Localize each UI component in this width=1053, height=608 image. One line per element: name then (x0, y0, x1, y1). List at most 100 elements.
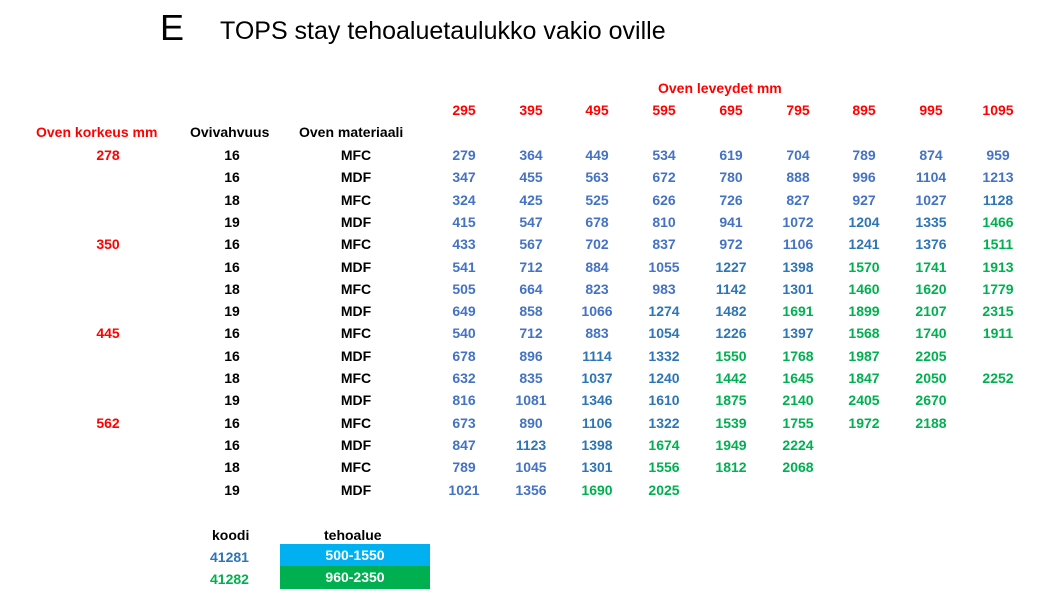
material-cell: MFC (340, 192, 372, 208)
capacity-cell: 883 (585, 325, 609, 341)
material-cell: MDF (340, 392, 372, 408)
thickness-cell: 18 (224, 192, 240, 208)
material-cell: MDF (340, 303, 372, 319)
material-cell: MFC (340, 236, 372, 252)
capacity-cell: 1322 (648, 415, 680, 431)
capacity-cell: 858 (519, 303, 543, 319)
capacity-cell: 712 (519, 325, 543, 341)
material-cell: MFC (340, 370, 372, 386)
thickness-cell: 19 (224, 303, 240, 319)
thickness-cell: 16 (224, 415, 240, 431)
capacity-cell: 2107 (915, 303, 947, 319)
capacity-cell: 1460 (848, 281, 880, 297)
capacity-cell: 1442 (715, 370, 747, 386)
capacity-cell: 2140 (782, 392, 814, 408)
capacity-cell: 789 (452, 459, 476, 475)
width-header-cell: 895 (852, 102, 876, 118)
legend-range-green: 960-2350 (280, 566, 430, 589)
capacity-cell: 927 (852, 192, 876, 208)
material-cell: MDF (340, 259, 372, 275)
capacity-cell: 1106 (581, 415, 613, 431)
capacity-cell: 1550 (715, 348, 747, 364)
capacity-cell: 1875 (715, 392, 747, 408)
capacity-cell: 1539 (715, 415, 747, 431)
door-height-cell: 278 (96, 147, 120, 163)
capacity-cell: 1301 (581, 459, 613, 475)
capacity-cell: 1899 (848, 303, 880, 319)
capacity-cell: 1949 (715, 437, 747, 453)
capacity-cell: 347 (452, 169, 476, 185)
capacity-cell: 563 (585, 169, 609, 185)
capacity-cell: 1274 (648, 303, 680, 319)
capacity-cell: 2315 (982, 303, 1014, 319)
material-cell: MFC (340, 459, 372, 475)
capacity-cell: 1740 (915, 325, 947, 341)
capacity-cell: 2068 (782, 459, 814, 475)
capacity-cell: 1055 (648, 259, 680, 275)
capacity-cell: 1027 (915, 192, 947, 208)
capacity-cell: 1346 (581, 392, 613, 408)
door-height-cell: 350 (96, 236, 120, 252)
capacity-cell: 2405 (848, 392, 880, 408)
capacity-cell: 279 (452, 147, 476, 163)
capacity-cell: 1812 (715, 459, 747, 475)
thickness-column-header: Ovivahvuus (190, 124, 270, 140)
capacity-cell: 649 (452, 303, 476, 319)
capacity-cell: 1768 (782, 348, 814, 364)
capacity-cell: 547 (519, 214, 543, 230)
legend-code-green: 41282 (210, 571, 249, 587)
material-column-header: Oven materiaali (299, 124, 404, 140)
capacity-cell: 324 (452, 192, 476, 208)
capacity-cell: 1556 (648, 459, 680, 475)
capacity-cell: 425 (519, 192, 543, 208)
capacity-cell: 1466 (982, 214, 1014, 230)
capacity-cell: 1620 (915, 281, 947, 297)
capacity-cell: 1037 (581, 370, 613, 386)
capacity-cell: 1755 (782, 415, 814, 431)
capacity-cell: 1376 (915, 236, 947, 252)
capacity-cell: 619 (719, 147, 743, 163)
thickness-cell: 19 (224, 482, 240, 498)
capacity-cell: 1568 (848, 325, 880, 341)
capacity-cell: 827 (786, 192, 810, 208)
material-cell: MDF (340, 348, 372, 364)
capacity-cell: 1021 (448, 482, 480, 498)
capacity-cell: 704 (786, 147, 810, 163)
capacity-cell: 2025 (648, 482, 680, 498)
legend-code-blue: 41281 (210, 549, 249, 565)
capacity-cell: 1356 (515, 482, 547, 498)
section-letter: E (160, 7, 185, 48)
thickness-cell: 16 (224, 348, 240, 364)
thickness-cell: 16 (224, 147, 240, 163)
widths-header: Oven leveydet mm (658, 80, 782, 96)
capacity-cell: 2224 (782, 437, 814, 453)
capacity-cell: 1213 (982, 169, 1014, 185)
capacity-cell: 996 (852, 169, 876, 185)
capacity-cell: 678 (585, 214, 609, 230)
capacity-cell: 1972 (848, 415, 880, 431)
capacity-cell: 626 (652, 192, 676, 208)
width-header-cell: 495 (585, 102, 609, 118)
capacity-cell: 1123 (515, 437, 547, 453)
capacity-cell: 1054 (648, 325, 680, 341)
capacity-cell: 455 (519, 169, 543, 185)
capacity-cell: 1397 (782, 325, 814, 341)
width-header-cell: 595 (652, 102, 676, 118)
thickness-cell: 16 (224, 325, 240, 341)
capacity-cell: 525 (585, 192, 609, 208)
capacity-cell: 2205 (915, 348, 947, 364)
capacity-cell: 816 (452, 392, 476, 408)
height-column-header: Oven korkeus mm (36, 124, 158, 140)
capacity-cell: 1227 (715, 259, 747, 275)
capacity-cell: 541 (452, 259, 476, 275)
capacity-cell: 941 (719, 214, 743, 230)
capacity-cell: 1066 (581, 303, 613, 319)
page-title: TOPS stay tehoaluetaulukko vakio oville (220, 17, 666, 45)
capacity-cell: 810 (652, 214, 676, 230)
capacity-cell: 1241 (848, 236, 880, 252)
capacity-cell: 2188 (915, 415, 947, 431)
capacity-cell: 1204 (848, 214, 880, 230)
capacity-cell: 1741 (915, 259, 947, 275)
width-header-cell: 695 (719, 102, 743, 118)
capacity-cell: 1610 (648, 392, 680, 408)
